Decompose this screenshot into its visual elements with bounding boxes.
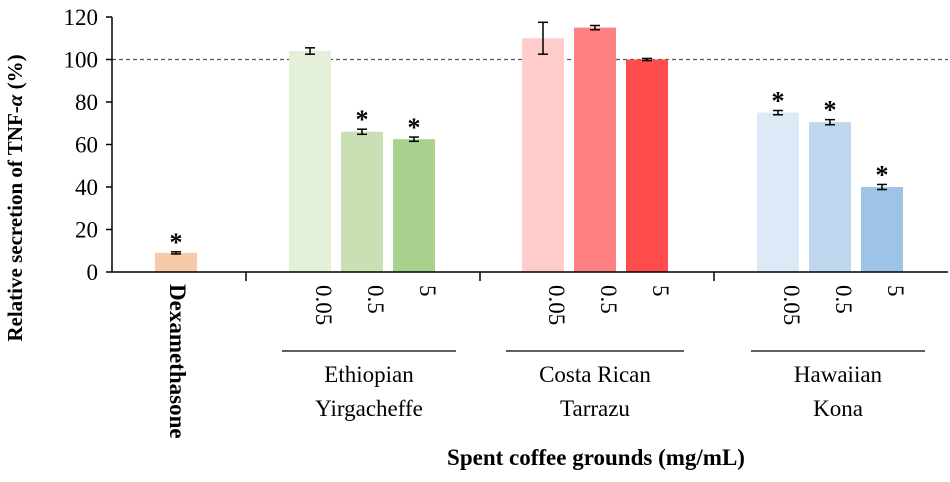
y-tick-label-100: 100 xyxy=(64,48,99,73)
group-name-line2-3: Kona xyxy=(813,396,863,421)
y-tick-label-120: 120 xyxy=(64,5,99,30)
significance-star-dexamethasone: * xyxy=(170,228,183,257)
bar-group2-dose2 xyxy=(574,27,616,272)
bar-group3-dose1 xyxy=(757,112,799,272)
y-tick-label-80: 80 xyxy=(75,90,98,115)
bar-group2-dose1 xyxy=(522,38,564,272)
dose-label-group1-1: 0.05 xyxy=(311,285,336,325)
bar-dexamethasone xyxy=(155,252,197,272)
y-axis-title-suffix: (%) xyxy=(3,54,27,94)
bar-group3-dose3 xyxy=(861,187,903,272)
bar-group3-dose2 xyxy=(809,122,851,272)
dose-label-group3-2: 0.5 xyxy=(831,285,856,314)
group-name-line1-3: Hawaiian xyxy=(794,362,883,387)
significance-star-group3-dose2: * xyxy=(824,96,837,125)
bar-group1-dose1 xyxy=(289,51,331,272)
y-axis-title-symbol: α xyxy=(3,94,27,106)
dose-label-group3-3: 5 xyxy=(883,285,908,297)
bar-group2-dose3 xyxy=(626,59,668,272)
dose-label-group3-1: 0.05 xyxy=(779,285,804,325)
group-name-line2-1: Yirgacheffe xyxy=(315,396,423,421)
y-tick-label-20: 20 xyxy=(75,218,98,243)
group-name-line2-2: Tarrazu xyxy=(560,396,630,421)
significance-star-group3-dose3: * xyxy=(876,160,889,189)
significance-star-group1-dose3: * xyxy=(408,113,421,142)
dose-label-group2-3: 5 xyxy=(648,285,673,297)
dose-label-group1-2: 0.5 xyxy=(363,285,388,314)
significance-star-group1-dose2: * xyxy=(356,105,369,134)
dose-label-group2-2: 0.5 xyxy=(596,285,621,314)
x-axis-title: Spent coffee grounds (mg/mL) xyxy=(447,445,745,470)
y-tick-label-40: 40 xyxy=(75,175,98,200)
significance-star-group3-dose1: * xyxy=(772,87,785,116)
y-tick-label-0: 0 xyxy=(87,260,99,285)
bar-group1-dose3 xyxy=(393,139,435,272)
group-name-line1-2: Costa Rican xyxy=(539,362,651,387)
control-label-dexamethasone: Dexamethasone xyxy=(165,284,190,439)
bar-group1-dose2 xyxy=(341,131,383,272)
dose-label-group1-3: 5 xyxy=(415,285,440,297)
y-axis-title-prefix: Relative secretion of TNF- xyxy=(3,106,27,341)
group-name-line1-1: Ethiopian xyxy=(324,362,414,387)
y-tick-label-60: 60 xyxy=(75,133,98,158)
dose-label-group2-1: 0.05 xyxy=(544,285,569,325)
y-axis-title: Relative secretion of TNF-α (%) xyxy=(3,54,27,341)
